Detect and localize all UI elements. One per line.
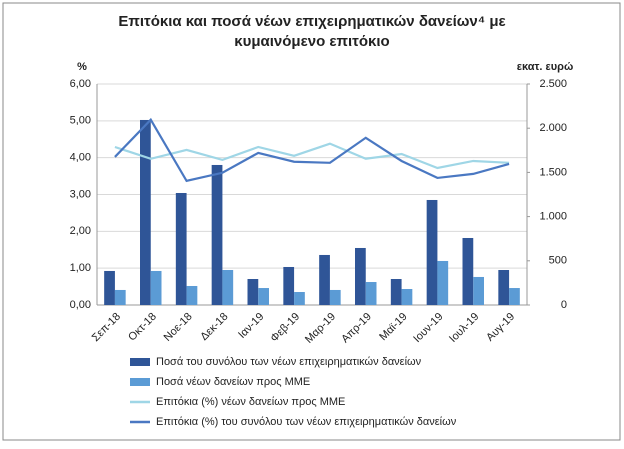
chart-title: κυμαινόμενο επιτόκιο: [234, 33, 389, 50]
bar: [211, 164, 223, 305]
bar: [294, 292, 305, 305]
bar: [509, 288, 520, 305]
y-tick-label: 2,00: [70, 225, 91, 237]
y-tick-label: 5,00: [70, 115, 91, 127]
bar: [355, 247, 366, 305]
y2-tick-label: 2.000: [539, 122, 567, 134]
y2-tick-label: 1.500: [539, 166, 567, 178]
bar: [319, 254, 330, 305]
y-axis-label: %: [77, 61, 87, 73]
bar: [175, 192, 187, 305]
line: [114, 117, 510, 183]
y-tick-label: 4,00: [70, 152, 91, 164]
frame: [2, 2, 621, 441]
y2-tick-label: 0: [561, 299, 567, 311]
bar: [365, 282, 377, 305]
bar: [247, 279, 259, 305]
legend-swatch: [130, 378, 150, 386]
y-tick-label: 0,00: [70, 299, 91, 311]
legend-label: Επιτόκια (%) νέων δανείων προς ΜΜΕ: [156, 396, 345, 408]
bar: [258, 288, 269, 305]
bar: [104, 270, 115, 305]
bar: [401, 288, 413, 305]
y-tick-label: 1,00: [70, 262, 91, 274]
bar: [114, 289, 126, 305]
bar: [426, 199, 438, 305]
legend-label: Επιτόκια (%) του συνόλου των νέων επιχει…: [156, 416, 457, 428]
bar: [283, 266, 295, 305]
line: [114, 142, 510, 170]
bar: [390, 279, 402, 305]
chart-title: Επιτόκια και ποσά νέων επιχειρηματικών δ…: [118, 13, 505, 30]
y2-tick-label: 500: [549, 255, 567, 267]
bar: [150, 270, 162, 305]
bar: [329, 289, 341, 305]
bar: [186, 285, 198, 305]
bar: [222, 269, 234, 305]
legend-swatch: [130, 358, 150, 366]
y-tick-label: 6,00: [70, 78, 91, 90]
bar: [473, 276, 484, 305]
bar: [437, 260, 449, 305]
y-tick-label: 3,00: [70, 188, 91, 200]
legend-label: Ποσά του συνόλου των νέων επιχειρηματικώ…: [156, 356, 422, 368]
y2-axis-label: εκατ. ευρώ: [517, 61, 574, 73]
bar: [140, 119, 151, 306]
legend-label: Ποσά νέων δανείων προς ΜΜΕ: [156, 376, 310, 388]
bar: [498, 269, 510, 305]
bar: [462, 237, 474, 305]
y2-tick-label: 1.000: [539, 211, 567, 223]
y2-tick-label: 2.500: [539, 78, 567, 90]
